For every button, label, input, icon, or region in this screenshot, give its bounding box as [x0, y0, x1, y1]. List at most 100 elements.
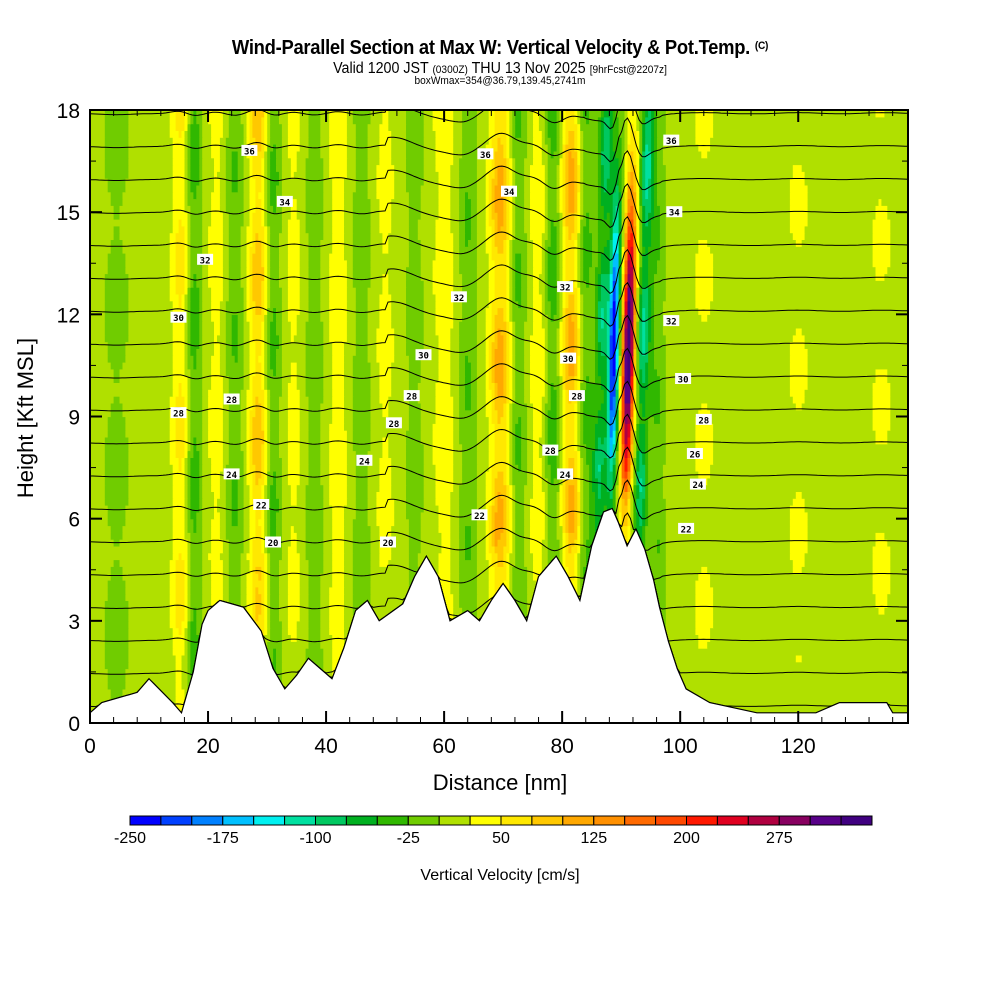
w-cell	[90, 328, 106, 336]
w-cell	[615, 355, 620, 363]
w-cell	[287, 580, 301, 588]
w-cell	[332, 402, 345, 411]
w-cell	[391, 539, 410, 547]
w-cell	[346, 328, 357, 336]
w-cell	[110, 525, 124, 533]
w-cell	[308, 580, 321, 588]
w-cell	[665, 436, 696, 445]
w-cell	[450, 341, 460, 349]
w-cell	[190, 573, 203, 581]
w-cell	[196, 362, 203, 370]
w-cell	[270, 518, 277, 527]
w-cell	[476, 307, 487, 315]
w-cell	[586, 375, 590, 383]
w-cell	[355, 334, 369, 343]
w-cell	[122, 402, 171, 411]
w-cell	[90, 511, 109, 520]
w-cell	[544, 525, 549, 533]
w-cell	[789, 389, 806, 397]
w-cell	[255, 348, 262, 356]
w-cell	[665, 532, 791, 540]
w-cell	[299, 573, 310, 581]
w-cell	[208, 389, 224, 397]
w-cell	[237, 348, 245, 356]
w-cell	[713, 443, 908, 452]
w-cell	[577, 402, 581, 411]
w-cell	[618, 307, 623, 315]
w-cell	[654, 314, 664, 322]
w-cell	[597, 280, 602, 288]
w-cell	[541, 402, 546, 411]
w-cell	[562, 505, 567, 513]
w-cell	[279, 498, 283, 506]
w-cell	[240, 416, 248, 424]
w-cell	[597, 409, 608, 418]
w-cell	[406, 328, 425, 336]
w-cell	[249, 348, 256, 356]
w-cell	[128, 300, 174, 309]
w-cell	[636, 423, 640, 431]
w-cell	[270, 396, 280, 404]
w-cell	[187, 416, 192, 424]
w-cell	[476, 573, 490, 581]
w-cell	[630, 314, 634, 322]
w-cell	[804, 498, 908, 506]
w-cell	[488, 253, 493, 261]
w-cell	[305, 505, 324, 513]
w-cell	[636, 464, 640, 472]
w-cell	[530, 498, 546, 506]
w-cell	[589, 491, 596, 499]
w-cell	[642, 307, 646, 315]
w-cell	[639, 382, 649, 390]
w-cell	[279, 423, 289, 431]
w-cell	[243, 457, 248, 465]
w-cell	[184, 328, 189, 336]
w-cell	[406, 471, 425, 479]
w-cell	[320, 436, 330, 445]
w-cell	[577, 355, 581, 363]
w-cell	[246, 464, 251, 472]
w-cell	[408, 525, 422, 533]
w-cell	[547, 457, 558, 465]
w-cell	[281, 348, 307, 356]
w-cell	[184, 593, 189, 601]
w-cell	[648, 471, 664, 479]
w-cell	[264, 443, 268, 452]
w-cell	[574, 464, 578, 472]
w-cell	[355, 307, 369, 315]
w-cell	[252, 382, 262, 390]
w-cell	[636, 280, 640, 288]
w-cell	[128, 477, 174, 486]
w-cell	[506, 266, 510, 275]
w-cell	[228, 443, 242, 452]
w-cell	[574, 436, 578, 445]
w-cell	[574, 423, 578, 431]
w-cell	[606, 402, 611, 411]
w-cell	[544, 423, 549, 431]
w-cell	[423, 293, 437, 302]
w-cell	[639, 328, 643, 336]
w-cell	[565, 552, 575, 561]
w-cell	[222, 436, 230, 445]
w-cell	[370, 552, 380, 561]
w-cell	[90, 300, 106, 309]
w-cell	[169, 396, 177, 404]
w-cell	[107, 430, 126, 438]
w-cell	[453, 314, 463, 322]
w-cell	[169, 416, 177, 424]
w-cell	[279, 430, 289, 438]
w-cell	[595, 436, 599, 445]
w-cell	[574, 382, 578, 390]
w-cell	[509, 355, 513, 363]
w-cell	[408, 566, 422, 574]
w-cell	[264, 464, 268, 472]
w-cell	[521, 266, 528, 275]
w-cell	[323, 389, 333, 397]
w-cell	[618, 484, 623, 492]
w-cell	[187, 266, 192, 275]
w-cell	[568, 505, 575, 513]
w-cell	[261, 375, 265, 383]
w-cell	[190, 471, 200, 479]
w-cell	[261, 491, 265, 499]
w-cell	[506, 430, 510, 438]
